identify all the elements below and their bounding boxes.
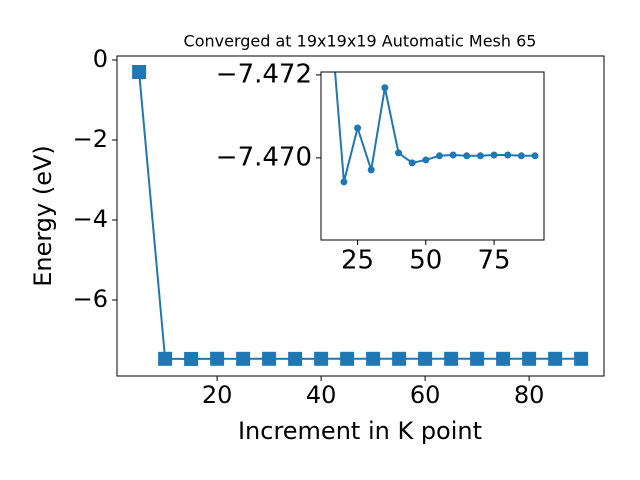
- data-point: [548, 351, 563, 366]
- data-point: [158, 351, 173, 366]
- chart-title: Converged at 19x19x19 Automatic Mesh 65: [184, 32, 537, 51]
- y-tick-label: −7.470: [216, 142, 312, 172]
- data-point: [463, 152, 471, 160]
- data-point: [381, 84, 389, 92]
- x-tick-label: 40: [306, 381, 337, 409]
- x-tick-label: 20: [202, 381, 233, 409]
- data-point: [490, 151, 498, 159]
- data-point: [531, 152, 539, 160]
- x-tick-label: 80: [514, 381, 545, 409]
- data-line: [334, 72, 535, 183]
- data-point: [340, 178, 348, 186]
- data-point: [422, 156, 430, 164]
- data-point: [435, 152, 443, 160]
- y-tick-label: −2: [73, 125, 108, 153]
- data-point: [444, 351, 459, 366]
- data-point: [236, 351, 251, 366]
- data-point: [366, 351, 381, 366]
- y-tick-label: 0: [93, 45, 108, 73]
- data-point: [408, 159, 416, 167]
- data-point: [496, 351, 511, 366]
- data-point: [354, 124, 362, 132]
- data-point: [517, 152, 525, 160]
- data-point: [470, 351, 485, 366]
- plot-content: [132, 65, 589, 366]
- axes-frame: [320, 71, 545, 241]
- x-axis-label: Increment in K point: [238, 417, 482, 445]
- data-point: [184, 351, 199, 366]
- data-point: [340, 351, 355, 366]
- data-point: [367, 166, 375, 174]
- data-point: [288, 351, 303, 366]
- data-point: [395, 149, 403, 157]
- data-point: [522, 351, 537, 366]
- y-tick-label: −4: [73, 205, 108, 233]
- y-tick-label: −6: [73, 285, 108, 313]
- data-point: [504, 151, 512, 159]
- data-point: [210, 351, 225, 366]
- data-point: [392, 351, 407, 366]
- data-point: [574, 351, 589, 366]
- data-point: [262, 351, 277, 366]
- data-point: [418, 351, 433, 366]
- data-point: [476, 152, 484, 160]
- x-tick-label: 75: [478, 246, 511, 276]
- y-axis-label: Energy (eV): [29, 145, 57, 287]
- x-tick-label: 60: [410, 381, 441, 409]
- axes-frame: [116, 55, 605, 377]
- data-point: [449, 151, 457, 159]
- data-point: [327, 9, 334, 16]
- y-tick-label: −7.472: [216, 59, 312, 89]
- plot-content: [327, 9, 539, 186]
- x-tick-label: 25: [341, 246, 374, 276]
- x-tick-label: 50: [409, 246, 442, 276]
- data-point: [132, 65, 147, 79]
- data-point: [314, 351, 329, 366]
